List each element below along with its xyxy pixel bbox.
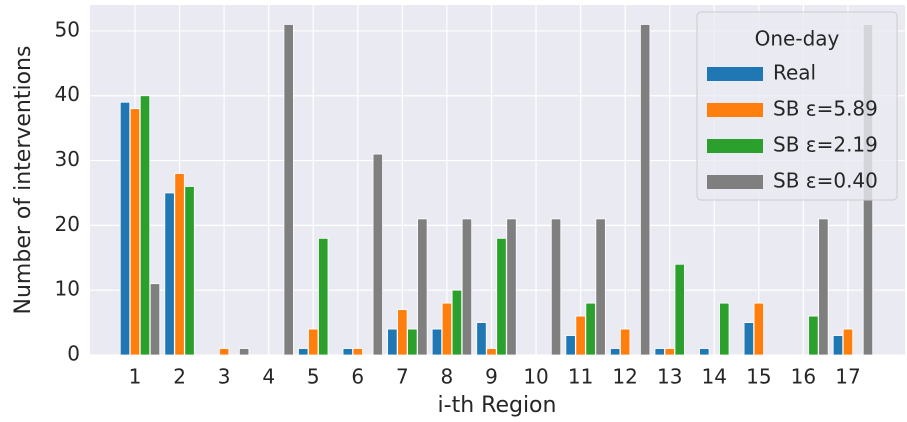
bar xyxy=(174,173,185,356)
bar xyxy=(654,348,665,356)
x-tick-label: 2 xyxy=(173,365,186,389)
bar xyxy=(664,348,675,356)
bar xyxy=(451,289,463,356)
bar xyxy=(743,322,754,356)
bar xyxy=(119,101,131,356)
bar xyxy=(753,302,764,356)
x-tick-label: 12 xyxy=(612,365,637,389)
legend-label: SB ε=2.19 xyxy=(773,133,878,157)
bar xyxy=(352,348,363,356)
bar xyxy=(595,218,606,356)
bar xyxy=(674,263,685,356)
y-tick-label: 20 xyxy=(55,212,80,236)
x-tick-label: 14 xyxy=(702,365,727,389)
bar xyxy=(372,153,383,356)
x-tick-label: 6 xyxy=(351,365,364,389)
bar xyxy=(610,348,621,356)
bar xyxy=(486,348,497,356)
x-tick-label: 10 xyxy=(523,365,548,389)
bar xyxy=(298,348,309,356)
x-tick-label: 11 xyxy=(568,365,593,389)
x-tick-label: 9 xyxy=(485,365,498,389)
bar xyxy=(575,315,586,356)
y-tick-label: 0 xyxy=(67,342,80,366)
x-tick-label: 13 xyxy=(657,365,682,389)
bar xyxy=(506,218,517,356)
bar xyxy=(476,322,487,356)
bar xyxy=(184,186,195,356)
legend-swatch xyxy=(707,67,763,81)
bar xyxy=(832,335,844,356)
bar xyxy=(283,24,294,356)
legend-label: SB ε=5.89 xyxy=(773,97,878,121)
y-tick-label: 50 xyxy=(55,17,80,41)
y-axis-label: Number of interventions xyxy=(11,46,36,315)
legend-swatch xyxy=(707,175,763,189)
bar xyxy=(139,95,151,356)
legend-swatch xyxy=(707,103,763,117)
bar xyxy=(417,218,428,356)
legend-title: One-day xyxy=(755,27,840,51)
bar xyxy=(818,218,829,356)
bar xyxy=(407,328,418,356)
legend: One-day Real SB ε=5.89 SB ε=2.19 SB ε=0.40 xyxy=(696,11,898,201)
bar xyxy=(585,302,596,356)
x-tick-label: 1 xyxy=(129,365,142,389)
bar xyxy=(342,348,353,356)
x-axis-label: i-th Region xyxy=(438,393,557,418)
x-tick-label: 4 xyxy=(262,365,275,389)
x-tick-label: 7 xyxy=(396,365,409,389)
bar xyxy=(719,302,730,356)
x-tick-label: 17 xyxy=(835,365,860,389)
bar xyxy=(129,108,141,356)
legend-swatch xyxy=(707,139,763,153)
legend-label: Real xyxy=(773,61,816,85)
y-tick-label: 30 xyxy=(55,147,80,171)
x-tick-label: 3 xyxy=(218,365,231,389)
bar xyxy=(218,348,230,356)
bar xyxy=(550,218,562,356)
bar xyxy=(842,328,854,356)
x-tick-label: 8 xyxy=(441,365,454,389)
x-tick-label: 16 xyxy=(791,365,816,389)
bar xyxy=(496,237,507,356)
bar xyxy=(387,328,398,356)
bar xyxy=(238,348,250,356)
y-tick-label: 10 xyxy=(55,277,80,301)
legend-label: SB ε=0.40 xyxy=(773,169,878,193)
bar xyxy=(397,309,408,356)
bar xyxy=(699,348,710,356)
x-tick-label: 5 xyxy=(307,365,320,389)
y-tick-label: 40 xyxy=(55,82,80,106)
bar xyxy=(620,328,631,356)
bar xyxy=(164,192,175,356)
bar xyxy=(431,328,443,356)
bar xyxy=(149,283,161,356)
bar xyxy=(640,24,651,356)
bar xyxy=(318,237,329,356)
bar xyxy=(565,335,576,356)
bar xyxy=(308,328,319,356)
bar xyxy=(461,218,473,356)
bar xyxy=(441,302,453,356)
bar xyxy=(808,315,819,356)
x-tick-label: 15 xyxy=(746,365,771,389)
